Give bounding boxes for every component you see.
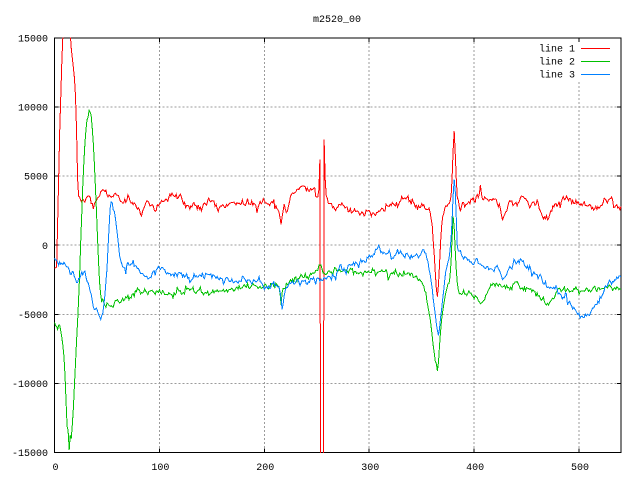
svg-text:line 1: line 1 (539, 44, 575, 56)
svg-text:-5000: -5000 (18, 311, 48, 322)
svg-text:5000: 5000 (24, 173, 48, 184)
svg-text:10000: 10000 (18, 104, 48, 115)
svg-text:m2520_00: m2520_00 (313, 15, 361, 26)
svg-text:-10000: -10000 (12, 380, 48, 391)
svg-text:100: 100 (151, 463, 169, 474)
svg-text:15000: 15000 (18, 35, 48, 46)
svg-text:line 3: line 3 (539, 70, 575, 82)
svg-text:0: 0 (42, 242, 48, 253)
svg-text:200: 200 (256, 463, 274, 474)
svg-text:line 2: line 2 (539, 57, 575, 69)
svg-text:400: 400 (466, 463, 484, 474)
svg-text:500: 500 (571, 463, 589, 474)
svg-text:0: 0 (52, 463, 58, 474)
svg-text:-15000: -15000 (12, 449, 48, 460)
svg-text:300: 300 (361, 463, 379, 474)
